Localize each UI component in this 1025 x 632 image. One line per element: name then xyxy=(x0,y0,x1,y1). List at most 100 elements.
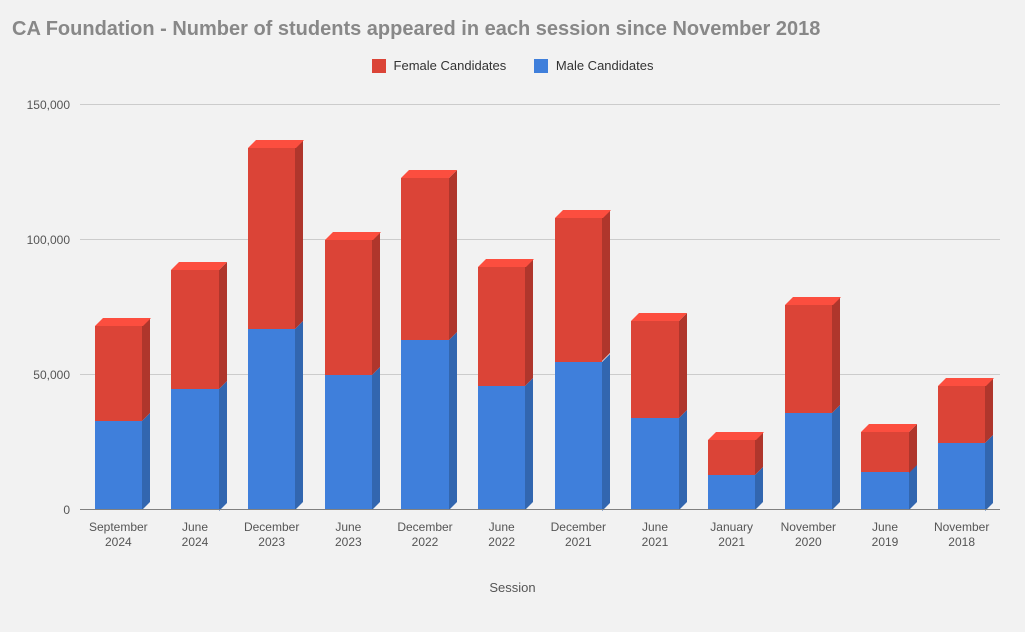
x-tick-label: June2019 xyxy=(847,520,924,550)
bar-side-female xyxy=(602,210,610,361)
bar-side-female xyxy=(679,313,687,418)
bar-side-male xyxy=(372,367,380,510)
bar-front xyxy=(248,148,296,510)
bar-side-male xyxy=(142,413,150,510)
x-tick-label: December2022 xyxy=(387,520,464,550)
bar-front xyxy=(861,432,909,510)
bar-segment-male xyxy=(325,375,373,510)
bar-side-male xyxy=(219,381,227,511)
x-tick-label: December2021 xyxy=(540,520,617,550)
bar-side-female xyxy=(449,170,457,340)
bar-top xyxy=(248,140,304,148)
bar-segment-female xyxy=(325,240,373,375)
bar-side-male xyxy=(985,435,993,511)
x-tick-label: December2023 xyxy=(233,520,310,550)
x-tick-label: June2024 xyxy=(157,520,234,550)
bar-segment-male xyxy=(95,421,143,510)
x-axis-line xyxy=(80,509,1000,510)
bar-segment-female xyxy=(708,440,756,475)
bar-segment-female xyxy=(95,326,143,421)
legend-label-female: Female Candidates xyxy=(394,58,507,73)
bar-front xyxy=(401,178,449,510)
bar-side-female xyxy=(985,378,993,443)
legend-item-male: Male Candidates xyxy=(534,58,654,73)
bar-front xyxy=(785,305,833,510)
bar-segment-female xyxy=(631,321,679,418)
bar-top xyxy=(708,432,764,440)
legend-item-female: Female Candidates xyxy=(372,58,507,73)
bar-side-male xyxy=(295,321,303,510)
bar-front xyxy=(171,270,219,510)
x-tick-label: November2018 xyxy=(923,520,1000,550)
bar-segment-male xyxy=(401,340,449,510)
bar-segment-male xyxy=(478,386,526,510)
bar-front xyxy=(938,386,986,510)
bar-top xyxy=(861,424,917,432)
bars-layer xyxy=(80,105,1000,510)
bar-segment-male xyxy=(861,472,909,510)
legend-label-male: Male Candidates xyxy=(556,58,654,73)
bar-top xyxy=(171,262,227,270)
bar-segment-male xyxy=(631,418,679,510)
bar-segment-male xyxy=(785,413,833,510)
bar-segment-female xyxy=(861,432,909,473)
bar-group xyxy=(95,326,143,510)
x-tick-label: November2020 xyxy=(770,520,847,550)
x-tick-label: September2024 xyxy=(80,520,157,550)
bar-front xyxy=(708,440,756,510)
x-axis-labels: September2024June2024December2023June202… xyxy=(80,520,1000,570)
bar-group xyxy=(708,440,756,510)
y-tick-label: 50,000 xyxy=(33,368,70,382)
bar-group xyxy=(478,267,526,510)
bar-segment-male xyxy=(938,443,986,511)
bar-group xyxy=(785,305,833,510)
bar-segment-female xyxy=(938,386,986,443)
bar-segment-female xyxy=(171,270,219,389)
bar-side-male xyxy=(449,332,457,510)
bar-side-female xyxy=(909,424,917,473)
bar-segment-female xyxy=(785,305,833,413)
bar-side-female xyxy=(142,318,150,421)
x-tick-label: June2023 xyxy=(310,520,387,550)
plot-area: 050,000100,000150,000 xyxy=(80,105,1000,510)
bar-segment-female xyxy=(248,148,296,329)
bar-segment-male xyxy=(248,329,296,510)
y-tick-label: 150,000 xyxy=(27,98,70,112)
x-tick-label: June2021 xyxy=(617,520,694,550)
bar-front xyxy=(478,267,526,510)
legend-swatch-female xyxy=(372,59,386,73)
legend: Female Candidates Male Candidates xyxy=(0,58,1025,76)
bar-top xyxy=(401,170,457,178)
x-axis-title: Session xyxy=(0,580,1025,595)
bar-group xyxy=(171,270,219,510)
bar-segment-male xyxy=(171,389,219,511)
bar-side-female xyxy=(832,297,840,413)
chart-title: CA Foundation - Number of students appea… xyxy=(12,18,820,41)
x-tick-label: January2021 xyxy=(693,520,770,550)
bar-group xyxy=(401,178,449,510)
bar-side-female xyxy=(525,259,533,386)
bar-front xyxy=(555,218,603,510)
bar-side-male xyxy=(679,410,687,510)
bar-front xyxy=(325,240,373,510)
bar-top xyxy=(555,210,611,218)
bar-side-male xyxy=(525,378,533,510)
y-tick-label: 0 xyxy=(63,503,70,517)
bar-side-female xyxy=(219,262,227,389)
chart-container: CA Foundation - Number of students appea… xyxy=(0,0,1025,632)
bar-group xyxy=(631,321,679,510)
bar-segment-female xyxy=(401,178,449,340)
bar-top xyxy=(631,313,687,321)
bar-group xyxy=(861,432,909,510)
bar-side-male xyxy=(602,354,610,511)
bar-segment-male xyxy=(708,475,756,510)
bar-segment-female xyxy=(555,218,603,361)
bar-top xyxy=(325,232,381,240)
bar-group xyxy=(938,386,986,510)
bar-side-male xyxy=(832,405,840,510)
bar-side-female xyxy=(295,140,303,329)
bar-top xyxy=(478,259,534,267)
bar-group xyxy=(325,240,373,510)
legend-swatch-male xyxy=(534,59,548,73)
y-tick-label: 100,000 xyxy=(27,233,70,247)
